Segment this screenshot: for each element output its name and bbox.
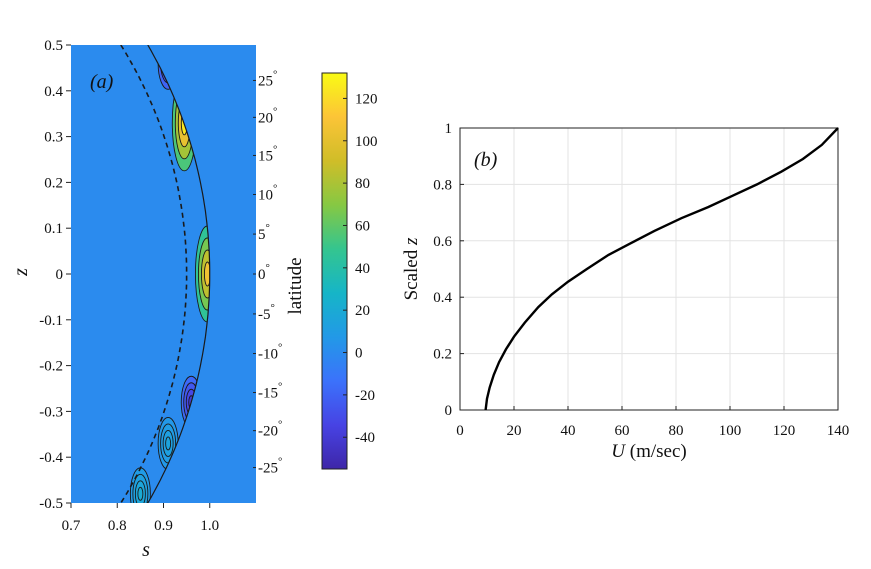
latitude-degree-symbol: ° [278, 419, 282, 431]
panel-b-y-label-word: Scaled [401, 249, 422, 300]
colorbar-tick-label: 0 [355, 346, 363, 362]
panel-b-y-label: Scaled z [401, 237, 422, 300]
a-x-tick-label: 0.7 [62, 518, 81, 534]
b-y-tick-label: 0.6 [433, 234, 452, 250]
colorbar-tick-label: 120 [355, 91, 378, 107]
b-x-tick-label: 0 [456, 423, 464, 439]
latitude-tick-label: 20° [258, 105, 277, 126]
field-equatorial-maximum-level-3 [204, 262, 210, 286]
colorbar-tick-label: 20 [355, 303, 370, 319]
b-y-tick-label: 0.4 [433, 290, 452, 306]
latitude-tick-label: 10° [258, 182, 277, 203]
contour-equatorial-maximum-1 [197, 237, 210, 311]
b-x-tick-label: 40 [561, 423, 576, 439]
panel-b-x-label: U (m/sec) [611, 441, 686, 462]
panel-a-latitude-ticks: 25° 20° 15° 10° 5° 0° -5° -10° -15° -20° -25° [253, 68, 282, 477]
contour-polar-band-south-2 [134, 480, 146, 503]
colorbar-tick-label: 60 [355, 218, 370, 234]
panel-a-x-label: s [142, 539, 150, 561]
latitude-tick-label: 0° [258, 262, 270, 283]
b-x-tick-label: 60 [615, 423, 630, 439]
latitude-tick-label: 25° [258, 68, 277, 89]
latitude-degree-symbol: ° [273, 68, 277, 80]
panel-a-y-label: z [10, 268, 32, 277]
panel-b-y-label-var: z [401, 237, 422, 246]
panel-b-label: (b) [474, 149, 498, 171]
a-y-tick-label: -0.2 [39, 359, 63, 375]
latitude-tick-label: -10° [258, 342, 282, 363]
u-profile-line [484, 127, 839, 411]
contour-southern-band-3 [165, 436, 172, 451]
latitude-tick-label: -15° [258, 381, 282, 402]
field-polar-band-south-level-3 [137, 487, 143, 501]
a-x-tick-label: 1.0 [200, 518, 219, 534]
colorbar-tick-label: 80 [355, 176, 370, 192]
latitude-degree-symbol: ° [271, 302, 275, 314]
b-x-tick-label: 20 [507, 423, 522, 439]
latitude-tick-label: -20° [258, 419, 282, 440]
colorbar-tick-label: -40 [355, 430, 375, 446]
latitude-tick-label: 15° [258, 143, 277, 164]
colorbar [321, 72, 348, 470]
latitude-tick-label: 5° [258, 222, 270, 243]
panel-b-x-ticks: 0 20 40 60 80 100 120 140 [456, 406, 849, 439]
b-y-tick-label: 0.8 [433, 177, 452, 193]
panel-a-y-ticks: 0.5 0.4 0.3 0.2 0.1 0 -0.1 -0.2 -0.3 -0.4 -0.5 [39, 38, 71, 512]
latitude-degree-symbol: ° [273, 182, 277, 194]
a-y-tick-label: 0.3 [44, 130, 63, 146]
a-y-tick-label: 0.2 [44, 175, 63, 191]
latitude-degree-symbol: ° [278, 381, 282, 393]
latitude-degree-symbol: ° [273, 143, 277, 155]
latitude-tick-label: -25° [258, 456, 282, 477]
a-y-tick-label: 0.4 [44, 84, 63, 100]
panel-a-x-ticks: 0.7 0.8 0.9 1.0 [62, 503, 219, 534]
panel-b-background [460, 128, 838, 410]
a-y-tick-label: 0 [56, 267, 64, 283]
colorbar-tick-label: 40 [355, 261, 370, 277]
latitude-degree-symbol: ° [266, 222, 270, 234]
a-x-tick-label: 0.8 [108, 518, 127, 534]
contour-polar-band-south-1 [132, 473, 149, 503]
latitude-degree-symbol: ° [278, 342, 282, 354]
b-x-tick-label: 80 [669, 423, 684, 439]
a-y-tick-label: 0.1 [44, 221, 63, 237]
panel-a-latitude-label: latitude [285, 258, 306, 315]
tangent-cylinder-curve [120, 45, 188, 503]
contour-equatorial-maximum-3 [203, 261, 210, 287]
b-x-tick-label: 100 [719, 423, 742, 439]
panel-b-frame [459, 127, 839, 411]
a-y-tick-label: -0.4 [39, 450, 63, 466]
colorbar-ticks: 120 100 80 60 40 20 0 -20 -40 [343, 91, 378, 446]
panel-b-x-label-var: U [611, 441, 626, 462]
field-southern-band-level-3 [165, 436, 171, 450]
b-y-tick-label: 0.2 [433, 347, 452, 363]
b-y-tick-label: 1 [445, 121, 453, 137]
a-y-tick-label: -0.1 [39, 313, 63, 329]
panel-b-y-ticks: 0 0.2 0.4 0.6 0.8 1 [433, 121, 464, 419]
shell-outer-boundary [147, 45, 211, 503]
b-x-tick-label: 120 [773, 423, 796, 439]
a-y-tick-label: -0.5 [39, 496, 63, 512]
latitude-degree-symbol: ° [266, 262, 270, 274]
b-x-tick-label: 140 [827, 423, 850, 439]
a-y-tick-label: -0.3 [39, 404, 63, 420]
colorbar-tick-label: -20 [355, 388, 375, 404]
panel-a: (a) 0.7 0.8 0.9 1.0 0.5 0.4 0.3 0.2 0.1 0 -0.1 -0.… [10, 38, 378, 561]
a-x-tick-label: 0.9 [154, 518, 173, 534]
panel-b: 0 20 40 60 80 100 120 140 0 0.2 0.4 0.6 0.8 1 (b) U … [401, 121, 849, 462]
contour-polar-band-south-3 [137, 486, 144, 501]
contour-equatorial-maximum-2 [200, 249, 210, 299]
contour-southern-band-2 [162, 430, 174, 457]
colorbar-tick-label: 100 [355, 134, 378, 150]
a-y-tick-label: 0.5 [44, 38, 63, 54]
latitude-tick-label: -5° [258, 302, 275, 323]
panel-b-x-label-unit: (m/sec) [630, 441, 687, 462]
b-y-tick-label: 0 [445, 403, 453, 419]
latitude-degree-symbol: ° [273, 105, 277, 117]
panel-a-label: (a) [90, 71, 114, 93]
latitude-degree-symbol: ° [278, 456, 282, 468]
